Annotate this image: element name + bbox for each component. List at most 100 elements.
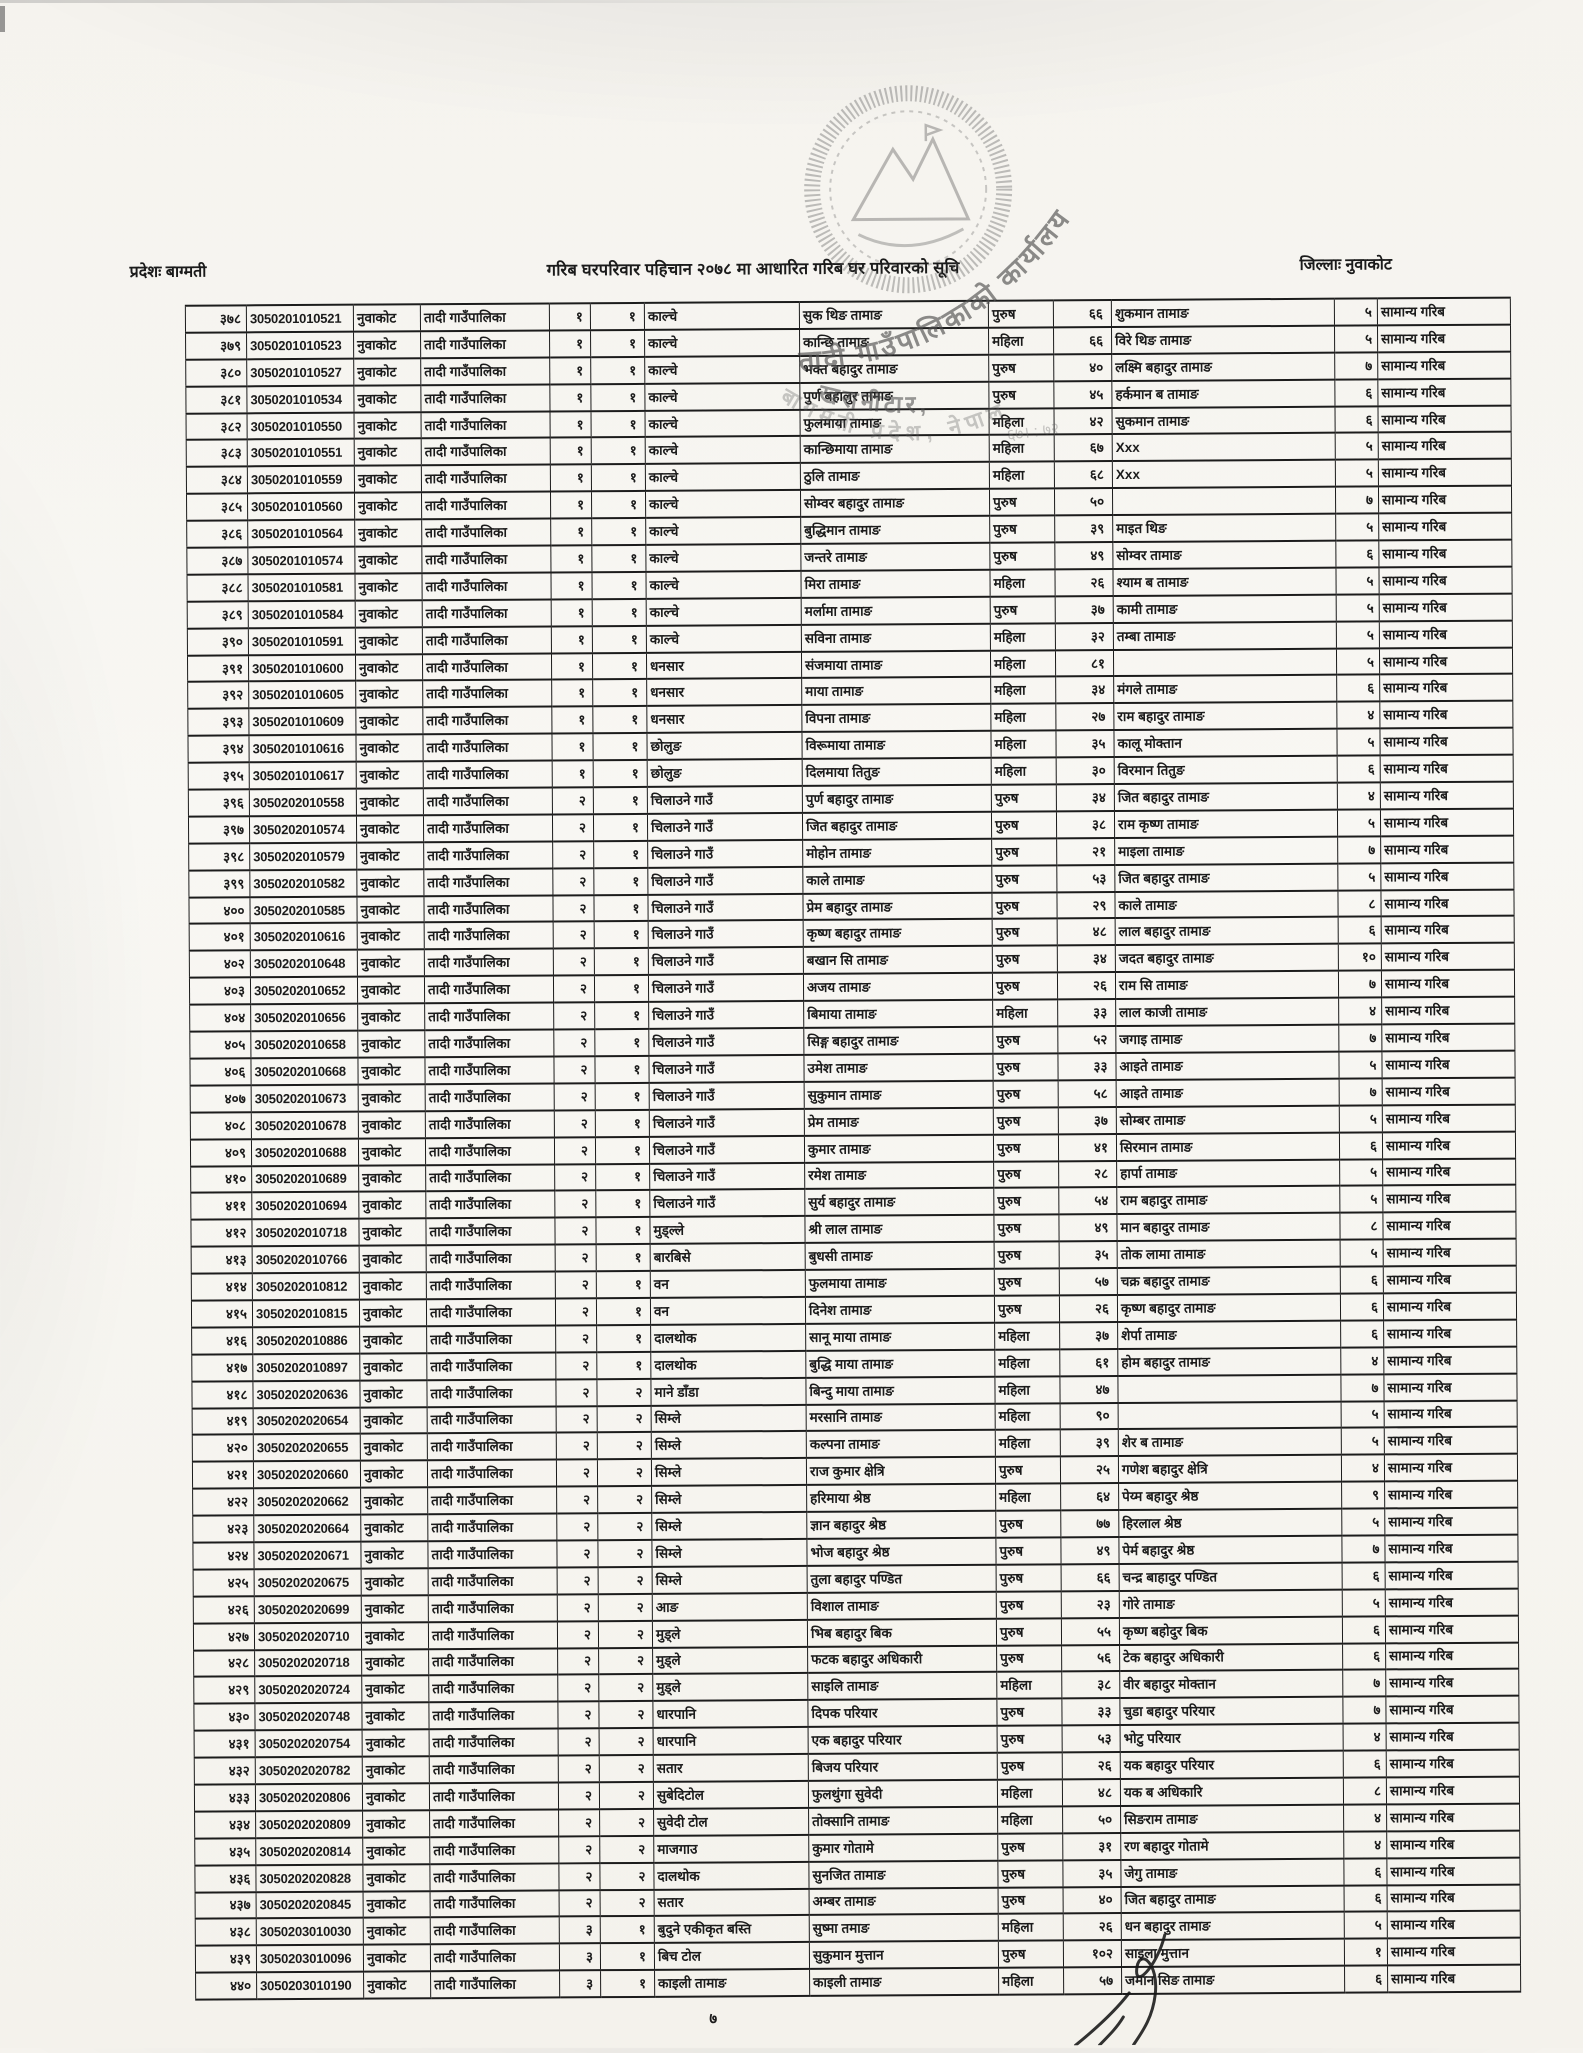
cell-district: नुवाकोट bbox=[358, 1110, 426, 1139]
cell-village: काल्चे bbox=[645, 409, 801, 438]
cell-subward: २ bbox=[596, 1378, 652, 1406]
cell-family_size: ५ bbox=[1339, 1105, 1383, 1133]
cell-member_name: सविना तामाङ bbox=[801, 623, 991, 652]
cell-member_name: मरसानि तामाङ bbox=[806, 1403, 996, 1432]
cell-sn: ३९३ bbox=[187, 708, 249, 736]
cell-ward: २ bbox=[554, 1217, 597, 1245]
cell-subward: १ bbox=[590, 383, 646, 411]
cell-gender: पुरुष bbox=[992, 945, 1058, 974]
cell-subward: १ bbox=[595, 1136, 650, 1164]
cell-age: ३७ bbox=[1059, 1321, 1118, 1350]
cell-village: बिच टोल bbox=[654, 1942, 810, 1971]
cell-category: सामान्य गरिब bbox=[1379, 727, 1514, 756]
cell-age: ५३ bbox=[1056, 864, 1115, 892]
cell-district: नुवाकोट bbox=[353, 384, 422, 413]
cell-gender: पुरुष bbox=[994, 1295, 1060, 1323]
cell-category: सामान्य गरिब bbox=[1382, 1104, 1516, 1133]
cell-family_size: ७ bbox=[1342, 1669, 1386, 1697]
cell-village: माजगाउ bbox=[653, 1834, 809, 1863]
cell-family_size: ८ bbox=[1339, 1212, 1384, 1240]
cell-family_size: ७ bbox=[1337, 836, 1381, 864]
cell-gender: महिला bbox=[998, 1913, 1064, 1942]
cell-sn: ४३९ bbox=[195, 1945, 257, 1973]
cell-id: 3050202020809 bbox=[255, 1810, 363, 1839]
cell-head_name: माइत थिङ bbox=[1112, 513, 1336, 543]
cell-village: छोलुङ bbox=[647, 759, 803, 787]
cell-family_size: ६ bbox=[1340, 1293, 1384, 1321]
cell-age: ८१ bbox=[1055, 649, 1114, 677]
cell-id: 3050203010190 bbox=[256, 1971, 364, 2000]
cell-family_size: ५ bbox=[1342, 1589, 1386, 1617]
cell-category: सामान्य गरिब bbox=[1381, 1050, 1516, 1079]
cell-head_name bbox=[1113, 648, 1337, 677]
cell-id: 3050201010584 bbox=[248, 600, 356, 629]
cell-village: काल्चे bbox=[645, 463, 801, 492]
cell-municipality: तादी गाउँपालिका bbox=[425, 1190, 555, 1219]
cell-age: २९ bbox=[1056, 891, 1116, 919]
cell-category: सामान्य गरिब bbox=[1383, 1346, 1517, 1375]
cell-village: काल्चे bbox=[645, 543, 801, 572]
cell-head_name: सिरमान तामाङ bbox=[1116, 1132, 1340, 1161]
cell-gender: पुरुष bbox=[992, 1026, 1058, 1054]
cell-head_name: आइते तामाङ bbox=[1115, 1051, 1340, 1080]
cell-gender: महिला bbox=[990, 649, 1056, 678]
cell-gender: महिला bbox=[992, 999, 1058, 1027]
cell-category: सामान्य गरिब bbox=[1386, 1857, 1521, 1885]
cell-village: मुड्ले bbox=[652, 1619, 808, 1648]
cell-subward: १ bbox=[596, 1351, 651, 1379]
cell-family_size: ६ bbox=[1337, 755, 1381, 783]
cell-village: चिलाउने गाउँ bbox=[649, 1135, 805, 1164]
cell-gender: महिला bbox=[994, 1322, 1060, 1350]
cell-municipality: तादी गाउँपालिका bbox=[430, 1889, 560, 1918]
cell-village: सुवेदी टोल bbox=[653, 1807, 809, 1836]
cell-family_size: ५ bbox=[1334, 298, 1378, 326]
cell-municipality: तादी गाउँपालिका bbox=[421, 464, 551, 493]
cell-subward: २ bbox=[600, 1889, 655, 1917]
cell-age: २८ bbox=[1058, 1160, 1117, 1188]
cell-sn: ३८७ bbox=[186, 547, 248, 575]
cell-municipality: तादी गाउँपालिका bbox=[420, 384, 551, 412]
cell-id: 3050202010579 bbox=[249, 842, 357, 871]
cell-gender: पुरुष bbox=[997, 1860, 1064, 1888]
cell-district: नुवाकोट bbox=[356, 868, 424, 897]
scan-artifact bbox=[0, 6, 5, 32]
cell-ward: १ bbox=[549, 356, 591, 385]
cell-sn: ३९९ bbox=[188, 870, 250, 898]
cell-head_name: जेगु तामाङ bbox=[1120, 1858, 1345, 1887]
cell-municipality: तादी गाउँपालिका bbox=[422, 653, 552, 681]
cell-sn: ४१२ bbox=[190, 1219, 253, 1247]
cell-village: धनसार bbox=[646, 705, 802, 734]
cell-category: सामान्य गरिब bbox=[1380, 835, 1514, 864]
cell-village: धनसार bbox=[646, 678, 802, 707]
cell-subward: २ bbox=[599, 1781, 654, 1810]
cell-ward: १ bbox=[550, 410, 592, 438]
cell-subward: १ bbox=[594, 975, 649, 1003]
cell-district: नुवाकोट bbox=[362, 1783, 430, 1811]
cell-district: नुवाकोट bbox=[358, 1218, 427, 1246]
cell-family_size: ५ bbox=[1341, 1508, 1385, 1536]
cell-head_name: शुकमान तामाङ bbox=[1111, 298, 1335, 327]
cell-district: नुवाकोट bbox=[361, 1675, 429, 1703]
cell-head_name: पेय्म बहादुर श्रेष्ठ bbox=[1118, 1481, 1342, 1511]
cell-head_name: यक बहादुर परियार bbox=[1120, 1750, 1344, 1779]
cell-member_name: सुर्य बहादुर तामाङ bbox=[804, 1188, 994, 1217]
cell-district: नुवाकोट bbox=[359, 1379, 428, 1408]
cell-age: ५० bbox=[1054, 488, 1113, 516]
cell-district: नुवाकोट bbox=[360, 1460, 428, 1488]
cell-subward: २ bbox=[598, 1701, 654, 1729]
cell-category: सामान्य गरिब bbox=[1386, 1749, 1520, 1778]
cell-subward: २ bbox=[597, 1512, 652, 1541]
cell-sn: ४०१ bbox=[189, 923, 251, 952]
cell-village: काल्चे bbox=[644, 355, 800, 384]
cell-sn: ३८१ bbox=[185, 385, 248, 414]
cell-subward: १ bbox=[594, 1028, 649, 1057]
cell-category: सामान्य गरिब bbox=[1381, 1023, 1515, 1052]
cell-village: छोलुङ bbox=[646, 732, 803, 761]
cell-district: नुवाकोट bbox=[363, 1917, 431, 1945]
cell-member_name: ठुलि तामाङ bbox=[800, 462, 990, 491]
cell-age: ५४ bbox=[1058, 1187, 1117, 1215]
cell-ward: २ bbox=[554, 1136, 596, 1164]
cell-sn: ४३० bbox=[193, 1703, 256, 1731]
cell-village: सिम्ले bbox=[651, 1458, 807, 1487]
